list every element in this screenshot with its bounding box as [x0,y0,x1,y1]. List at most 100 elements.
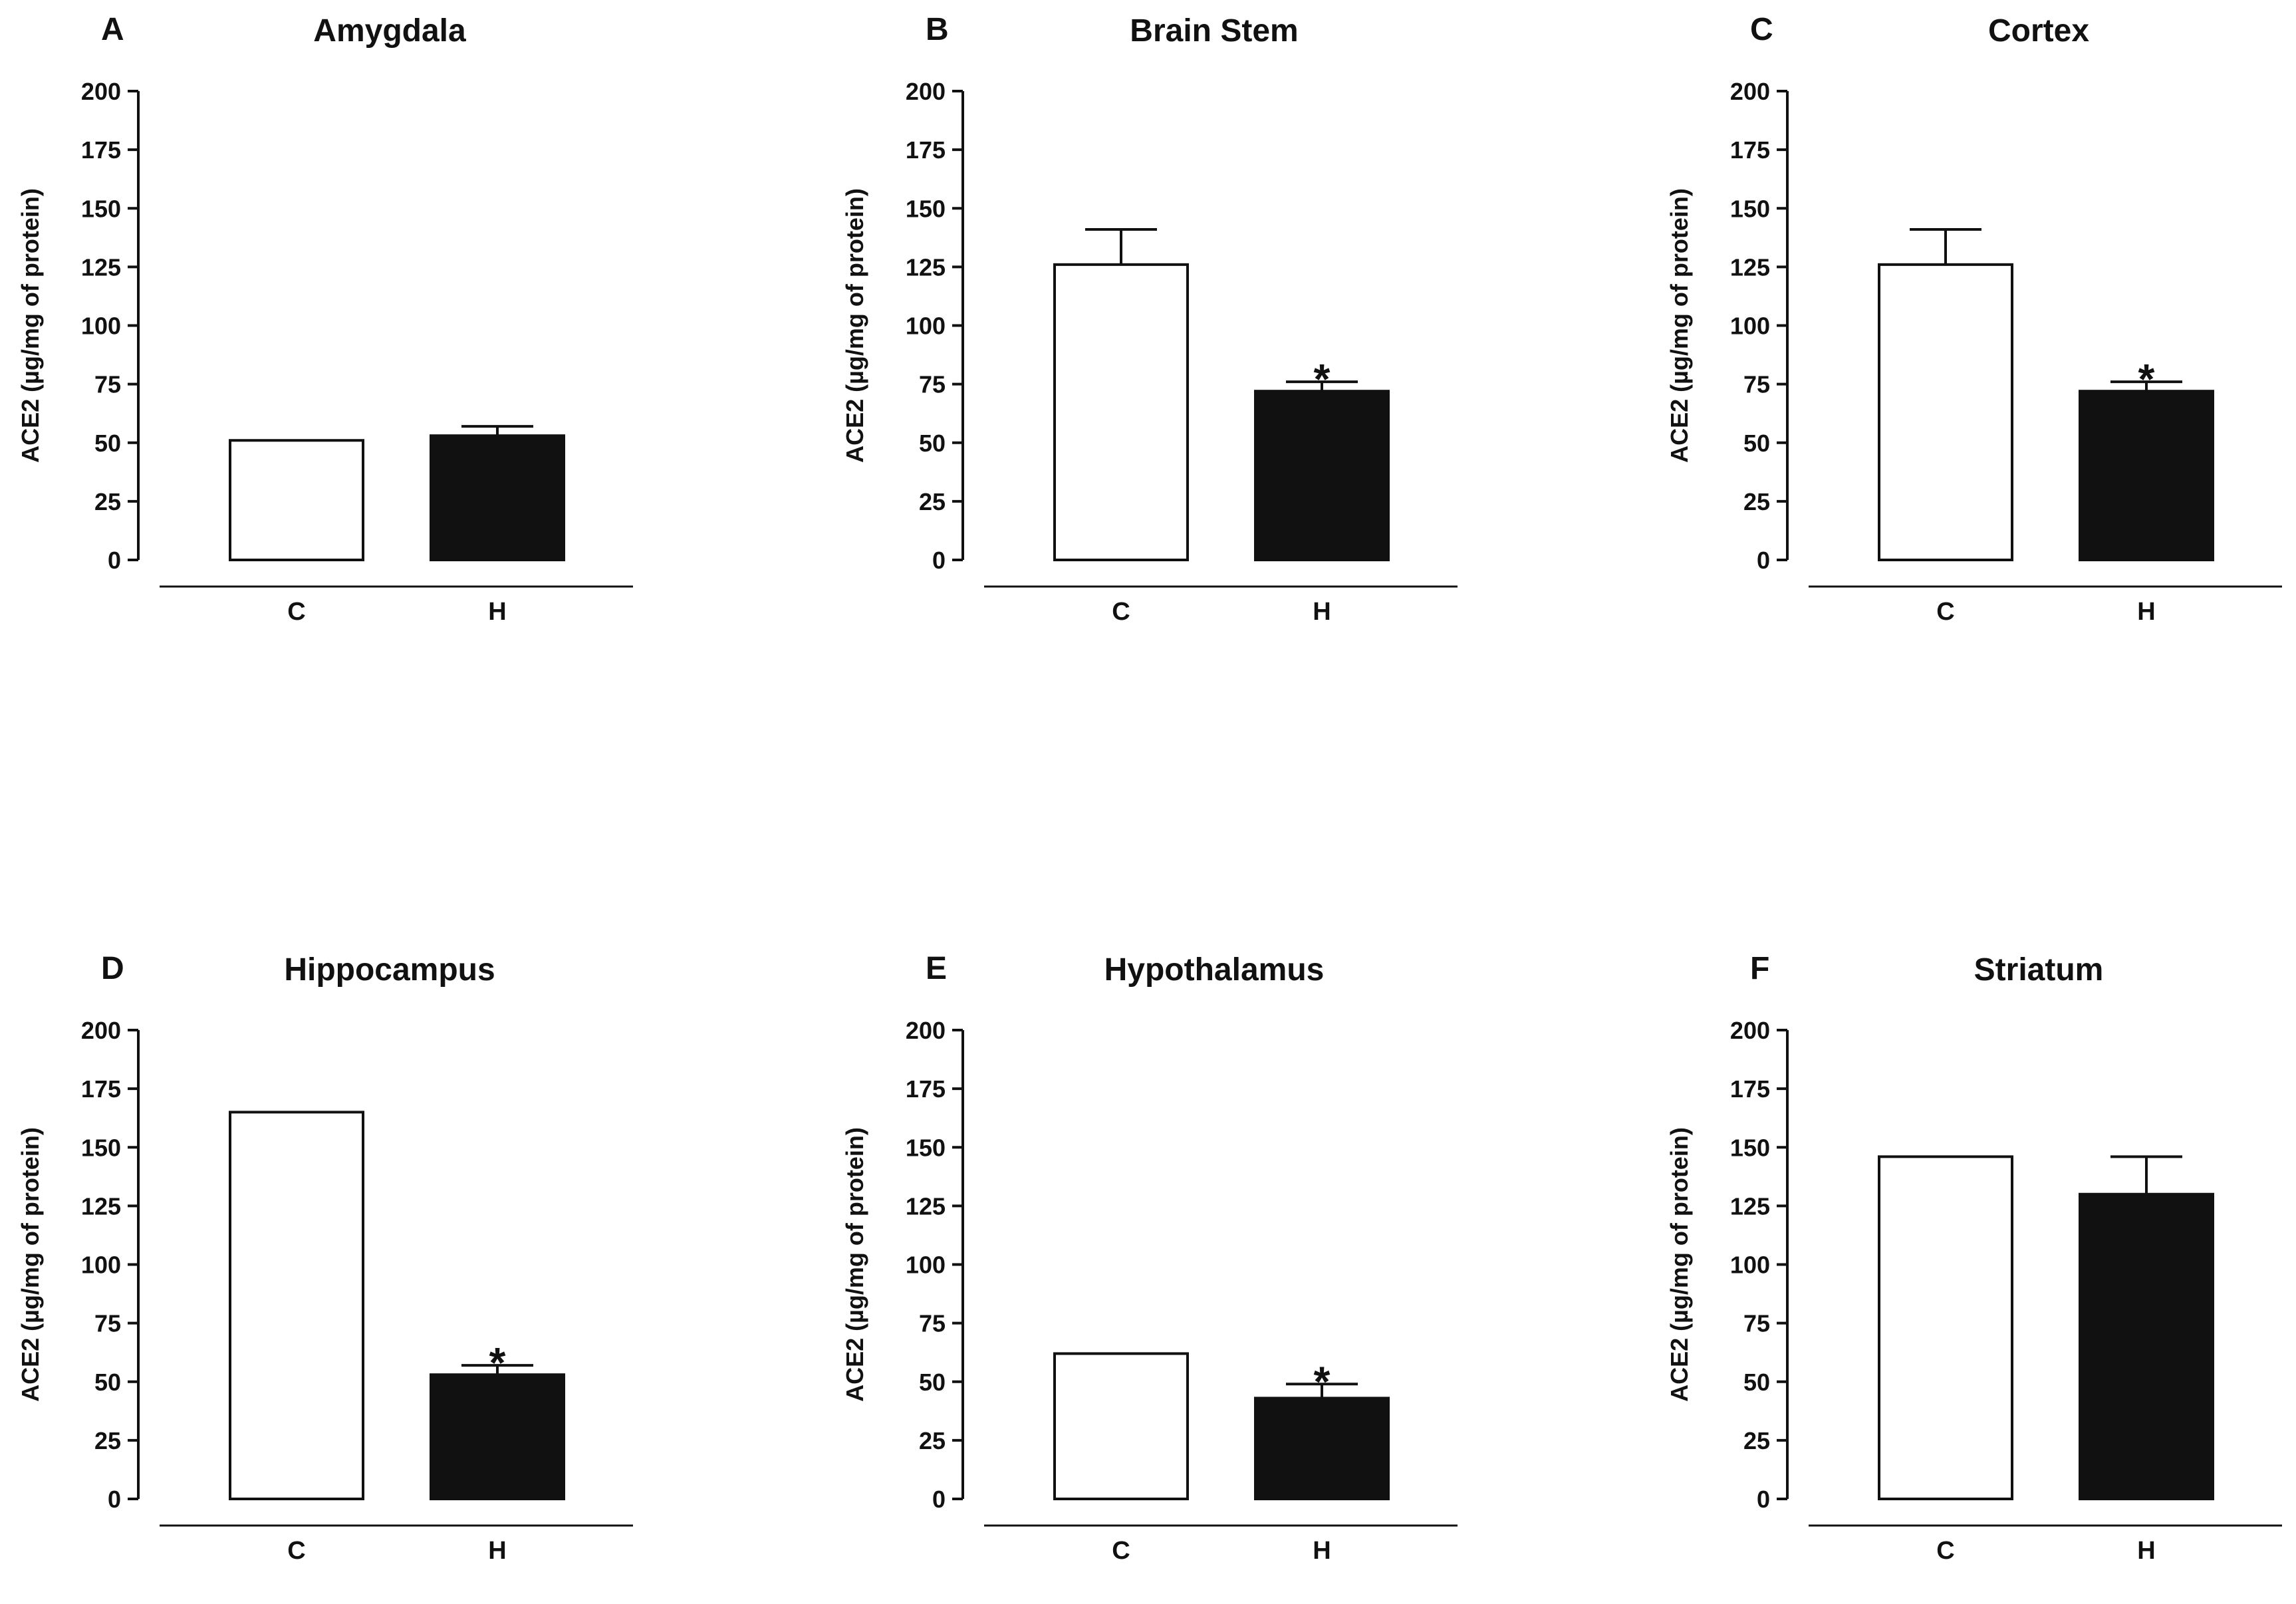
bar-chart-hypothalamus: E Hypothalamus ACE2 (µg/mg of protein) 0 25 5… [841,951,1458,1565]
y-tick-label: 125 [1730,253,1770,281]
y-tick-label: 125 [1730,1192,1770,1220]
significance-marker-h: * [1314,1357,1331,1405]
y-tick-label: 125 [81,253,121,281]
chart-title: Brain Stem [1130,13,1298,49]
bar-chart-amygdala: A Amygdala ACE2 (µg/mg of protein) 0 25 50 75 1… [17,12,633,626]
y-tick-label: 0 [108,547,121,574]
bar-c [229,439,364,561]
bar-h [1254,1397,1390,1500]
panel-letter: B [926,12,949,47]
bar-c [1878,1155,2013,1501]
y-tick-label: 150 [1730,195,1770,222]
significance-marker-h: * [489,1339,506,1387]
y-tick-label: 25 [1743,1427,1770,1454]
y-tick-label: 175 [1730,1075,1770,1103]
panel-letter: A [101,12,124,47]
panel-letter: D [101,951,124,986]
y-tick-label: 50 [94,1369,121,1396]
bar-chart-cortex: C Cortex ACE2 (µg/mg of protein) 0 25 50 75 100… [1666,12,2282,626]
bar-chart-brain-stem: B Brain Stem ACE2 (µg/mg of protein) 0 25 50 7… [841,12,1458,626]
y-tick-label: 200 [81,78,121,105]
y-tick-label: 25 [94,488,121,515]
y-tick-label: 0 [1757,1486,1770,1513]
y-tick-label: 150 [906,1134,946,1161]
bar-h [430,1373,565,1500]
y-axis-label: ACE2 (µg/mg of protein) [17,188,44,463]
y-tick-label: 25 [919,488,946,515]
y-tick-label: 175 [81,1075,121,1103]
y-tick-label: 175 [906,136,946,164]
y-axis-label: ACE2 (µg/mg of protein) [1666,1127,1693,1402]
x-tick-label-h: H [1313,598,1331,626]
x-tick-label-c: C [1112,1537,1130,1565]
y-tick-label: 100 [1730,313,1770,340]
panel-c-cortex: C Cortex ACE2 (µg/mg of protein) 0 25 50 75 100… [1649,0,2296,665]
y-tick-label: 75 [1743,371,1770,398]
y-tick-label: 0 [1757,547,1770,574]
y-axis-label: ACE2 (µg/mg of protein) [17,1127,44,1402]
y-tick-label: 0 [932,1486,946,1513]
x-tick-label-c: C [1936,1537,1954,1565]
chart-title: Striatum [1974,952,2104,988]
y-tick-label: 25 [1743,488,1770,515]
panel-letter: F [1750,951,1769,986]
x-tick-label-h: H [1313,1537,1331,1565]
y-tick-label: 200 [1730,78,1770,105]
x-tick-label-c: C [287,598,305,626]
y-tick-label: 150 [81,195,121,222]
y-axis-label: ACE2 (µg/mg of protein) [841,188,868,463]
panel-e-hypothalamus: E Hypothalamus ACE2 (µg/mg of protein) 0 25 5… [825,939,1589,1604]
y-tick-label: 200 [906,1017,946,1044]
chart-title: Hypothalamus [1104,952,1325,988]
y-tick-label: 175 [81,136,121,164]
y-axis-label: ACE2 (µg/mg of protein) [841,1127,868,1402]
y-tick-label: 100 [1730,1252,1770,1279]
x-tick-label-h: H [2137,598,2155,626]
bar-h [2079,1192,2214,1500]
panel-letter: C [1750,12,1773,47]
y-tick-label: 200 [906,78,946,105]
panel-f-striatum: F Striatum ACE2 (µg/mg of protein) 0 25 50 75 1… [1649,939,2296,1604]
y-tick-label: 0 [932,547,946,574]
significance-marker-h: * [2138,355,2155,403]
y-tick-label: 25 [94,1427,121,1454]
y-tick-label: 50 [94,430,121,457]
x-tick-label-h: H [488,598,506,626]
y-tick-label: 50 [919,430,946,457]
y-axis-label: ACE2 (µg/mg of protein) [1666,188,1693,463]
bar-c [1053,263,1189,561]
panel-b-brain-stem: B Brain Stem ACE2 (µg/mg of protein) 0 25 50 7… [825,0,1589,665]
significance-marker-h: * [1314,355,1331,403]
y-tick-label: 50 [919,1369,946,1396]
bar-c [1878,263,2013,561]
bar-chart-striatum: F Striatum ACE2 (µg/mg of protein) 0 25 50 75 1… [1666,951,2282,1565]
y-tick-label: 100 [81,313,121,340]
y-tick-label: 150 [1730,1134,1770,1161]
chart-title: Hippocampus [284,952,495,988]
y-tick-label: 100 [906,1252,946,1279]
y-tick-label: 125 [906,1192,946,1220]
y-tick-label: 100 [81,1252,121,1279]
y-tick-label: 150 [906,195,946,222]
panel-letter: E [926,951,947,986]
y-tick-label: 25 [919,1427,946,1454]
y-tick-label: 50 [1743,430,1770,457]
y-tick-label: 75 [919,371,946,398]
bar-h [2079,390,2214,562]
bar-c [229,1111,364,1500]
x-tick-label-c: C [1936,598,1954,626]
x-tick-label-c: C [287,1537,305,1565]
y-tick-label: 150 [81,1134,121,1161]
bar-c [1053,1352,1189,1501]
chart-title: Amygdala [313,13,466,49]
bar-chart-hippocampus: D Hippocampus ACE2 (µg/mg of protein) 0 25 50… [17,951,633,1565]
x-tick-label-h: H [2137,1537,2155,1565]
y-tick-label: 0 [108,1486,121,1513]
y-tick-label: 75 [1743,1310,1770,1337]
bar-h [1254,390,1390,562]
chart-title: Cortex [1988,13,2089,49]
y-tick-label: 75 [919,1310,946,1337]
y-tick-label: 75 [94,371,121,398]
y-tick-label: 100 [906,313,946,340]
